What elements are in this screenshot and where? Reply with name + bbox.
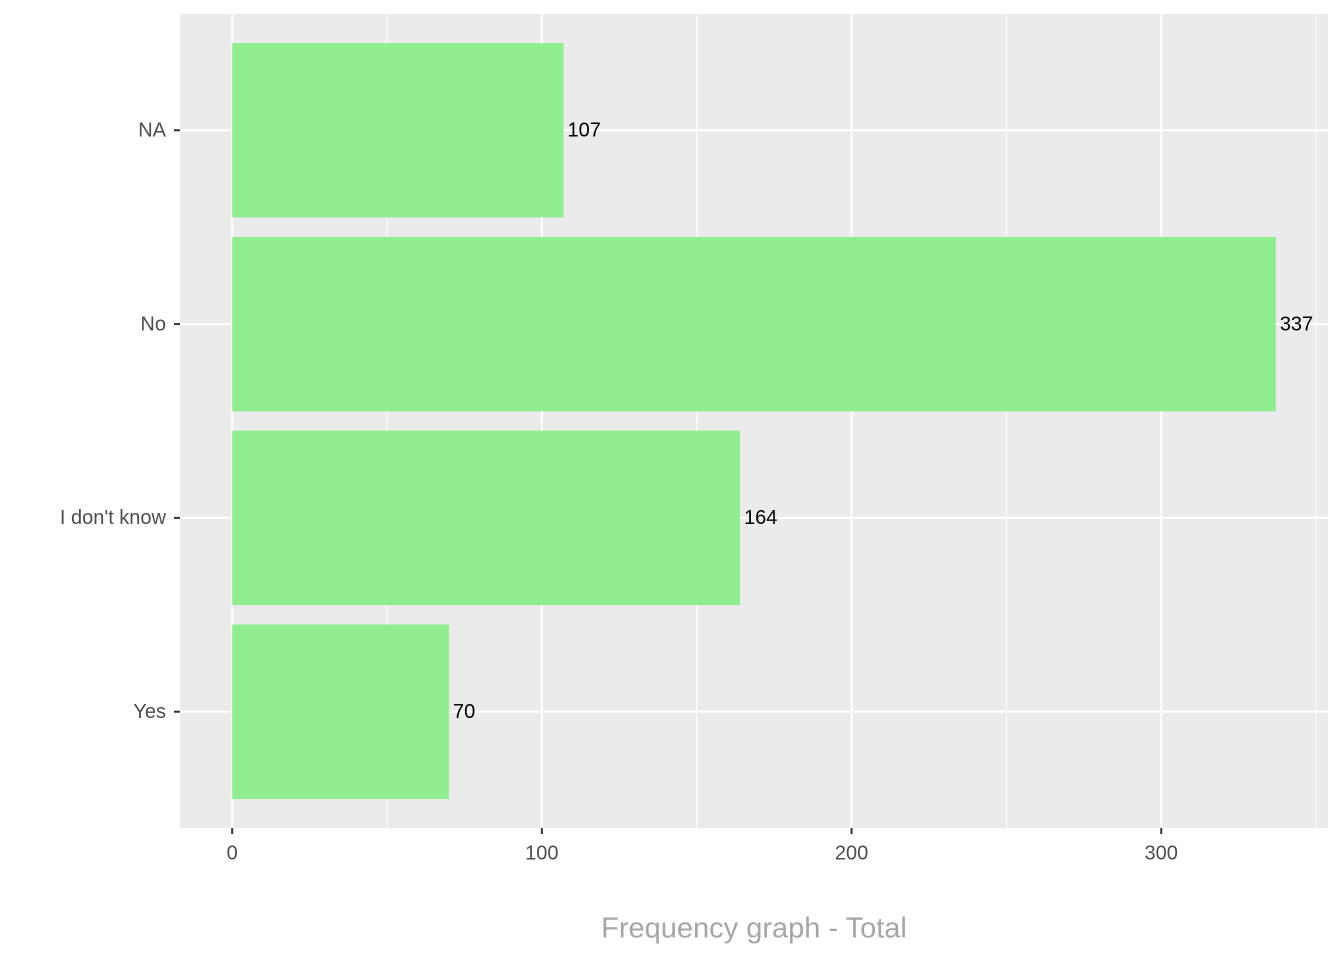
- x-tick-label: 0: [227, 842, 238, 864]
- y-tick-label: No: [140, 313, 166, 335]
- value-label: 337: [1280, 313, 1313, 335]
- bar: [232, 236, 1276, 412]
- x-axis-title: Frequency graph - Total: [601, 913, 907, 945]
- bar: [232, 624, 449, 799]
- x-tick-label: 300: [1145, 842, 1178, 864]
- value-label: 107: [568, 120, 601, 142]
- bar: [232, 430, 741, 606]
- y-tick-label: NA: [138, 120, 166, 142]
- y-tick-label: I don't know: [60, 507, 167, 529]
- value-label: 70: [453, 701, 475, 723]
- x-tick-label: 100: [525, 842, 558, 864]
- x-tick-label: 200: [835, 842, 868, 864]
- value-label: 164: [744, 507, 777, 529]
- bar: [232, 43, 564, 218]
- y-tick-label: Yes: [133, 701, 166, 723]
